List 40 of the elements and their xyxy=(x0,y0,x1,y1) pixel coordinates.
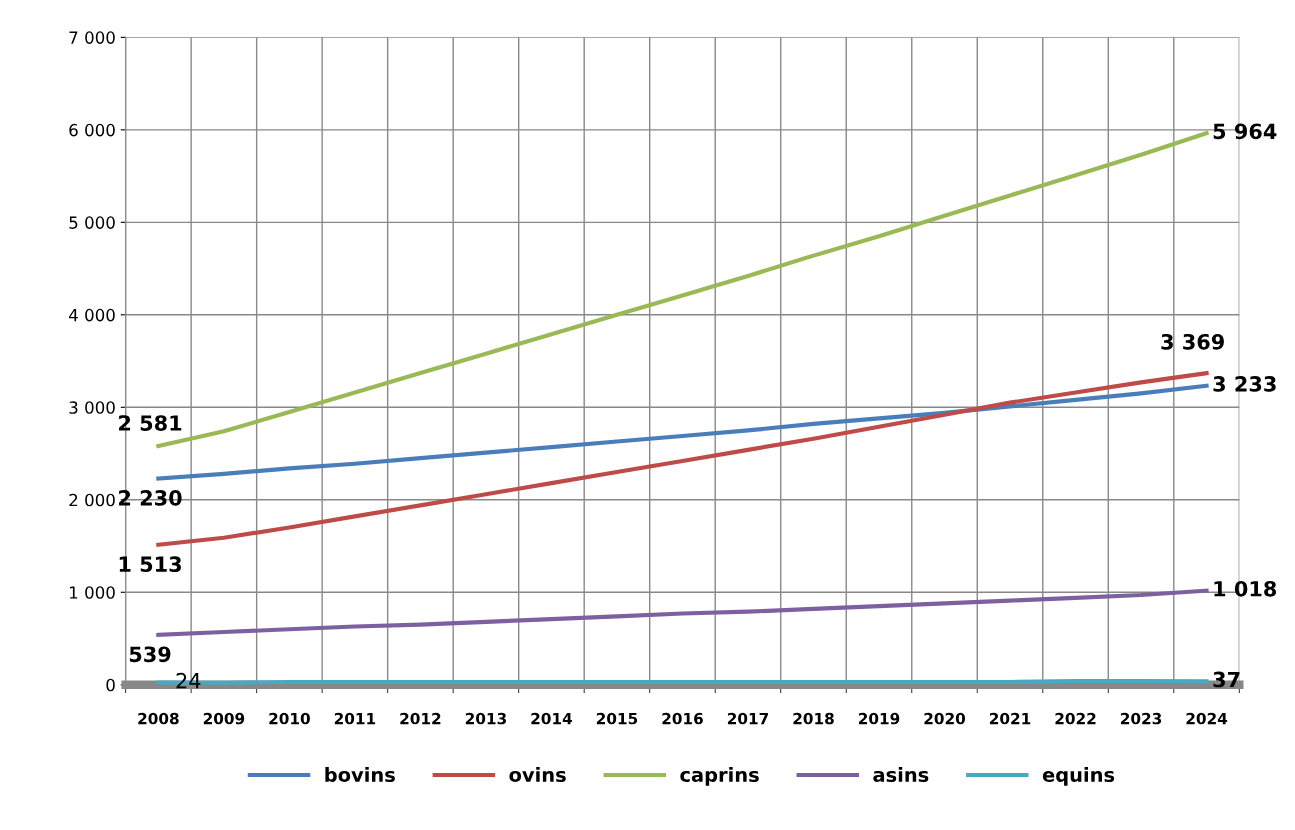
data-label: 2 581 xyxy=(119,415,182,431)
x-tick-label: 2013 xyxy=(465,712,506,725)
x-tick-label: 2008 xyxy=(138,712,179,725)
x-tick-label: 2016 xyxy=(662,712,703,725)
data-label: 3 233 xyxy=(1213,376,1276,392)
legend-label: caprins xyxy=(680,766,759,786)
x-tick-label: 2023 xyxy=(1121,712,1162,725)
x-tick-label: 2014 xyxy=(531,712,572,725)
x-tick-label: 2019 xyxy=(858,712,900,725)
x-tick-label: 2022 xyxy=(1055,712,1096,725)
legend-label: bovins xyxy=(325,766,395,783)
y-tick-label: 0 xyxy=(106,678,115,692)
data-label: 1 513 xyxy=(119,556,181,573)
x-tick-label: 2010 xyxy=(269,712,310,725)
x-tick-label: 2021 xyxy=(989,712,1031,725)
x-tick-label: 2020 xyxy=(924,712,966,725)
data-label: 5 964 xyxy=(1213,123,1277,140)
data-label: 539 xyxy=(129,646,171,663)
y-tick-label: 6 000 xyxy=(69,123,115,137)
legend-label: equins xyxy=(1042,766,1115,786)
data-label: 2 230 xyxy=(119,489,182,506)
x-tick-label: 2018 xyxy=(793,712,834,725)
y-tick-label: 7 000 xyxy=(69,31,115,44)
x-tick-label: 2024 xyxy=(1186,712,1228,725)
data-label: 37 xyxy=(1213,671,1240,688)
legend-label: asins xyxy=(873,766,929,783)
x-tick-label: 2009 xyxy=(203,712,245,725)
data-label: 1 018 xyxy=(1214,580,1277,597)
y-tick-label: 1 000 xyxy=(70,586,115,599)
line-series xyxy=(156,588,1209,637)
x-tick-label: 2015 xyxy=(596,712,638,725)
x-tick-label: 2012 xyxy=(400,712,441,725)
y-tick-label: 5 000 xyxy=(69,216,115,229)
legend-label: ovins xyxy=(509,766,566,783)
y-tick-label: 3 000 xyxy=(69,401,115,414)
x-tick-label: 2017 xyxy=(727,712,769,725)
data-label: 3 369 xyxy=(1161,333,1224,350)
y-tick-label: 2 000 xyxy=(69,493,115,507)
x-tick-label: 2011 xyxy=(334,712,376,725)
y-tick-label: 4 000 xyxy=(68,308,115,322)
